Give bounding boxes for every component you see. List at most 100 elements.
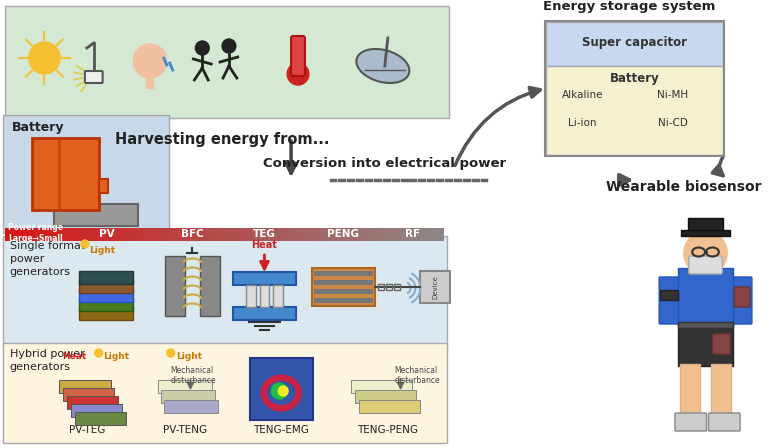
Bar (274, 228, 275, 241)
Text: Device: Device (432, 275, 438, 299)
FancyBboxPatch shape (55, 204, 138, 226)
Bar (61, 228, 62, 241)
Bar (385, 228, 387, 241)
FancyBboxPatch shape (312, 268, 375, 306)
Bar (139, 228, 140, 241)
Bar (78, 228, 80, 241)
Bar (332, 228, 334, 241)
Bar (340, 228, 341, 241)
Bar (140, 228, 141, 241)
Bar (211, 228, 212, 241)
Bar (133, 228, 134, 241)
Bar (434, 228, 435, 241)
Bar (341, 228, 342, 241)
Bar (204, 228, 206, 241)
Text: Battery: Battery (12, 121, 64, 134)
Bar (80, 228, 81, 241)
Bar (357, 228, 359, 241)
Bar (171, 228, 172, 241)
Bar (218, 228, 219, 241)
Bar (11, 228, 12, 241)
Bar (165, 228, 166, 241)
Bar (76, 228, 77, 241)
Bar (384, 228, 385, 241)
Bar (81, 228, 83, 241)
Bar (137, 228, 139, 241)
FancyBboxPatch shape (79, 298, 133, 311)
Bar (86, 228, 87, 241)
FancyBboxPatch shape (351, 380, 413, 393)
Bar (207, 228, 209, 241)
Bar (369, 228, 370, 241)
Bar (265, 228, 266, 241)
Bar (317, 228, 319, 241)
FancyBboxPatch shape (165, 256, 185, 316)
Bar (397, 228, 399, 241)
Bar (66, 228, 68, 241)
Bar (34, 228, 36, 241)
Bar (409, 228, 410, 241)
Bar (119, 228, 121, 241)
Bar (144, 228, 146, 241)
Bar (261, 228, 262, 241)
Bar (275, 228, 277, 241)
Bar (285, 228, 287, 241)
Circle shape (195, 41, 209, 55)
Bar (225, 228, 227, 241)
Bar (177, 228, 178, 241)
Text: Light: Light (104, 352, 129, 361)
Bar (9, 228, 11, 241)
Circle shape (278, 386, 288, 396)
Bar (352, 228, 353, 241)
Bar (372, 228, 374, 241)
Bar (402, 228, 403, 241)
Bar (176, 228, 177, 241)
FancyBboxPatch shape (79, 307, 133, 320)
Bar (262, 228, 264, 241)
Bar (209, 228, 211, 241)
Bar (309, 228, 310, 241)
Bar (438, 228, 440, 241)
Bar (227, 228, 229, 241)
Bar (103, 228, 105, 241)
Text: Harvesting energy from...: Harvesting energy from... (115, 132, 329, 147)
Bar (55, 228, 56, 241)
Bar (33, 228, 34, 241)
FancyBboxPatch shape (3, 236, 447, 348)
Bar (232, 228, 234, 241)
Bar (98, 228, 99, 241)
Bar (129, 228, 131, 241)
Bar (335, 228, 337, 241)
Bar (16, 228, 18, 241)
Bar (342, 228, 344, 241)
Bar (20, 228, 21, 241)
FancyBboxPatch shape (688, 218, 723, 230)
Bar (52, 228, 53, 241)
FancyBboxPatch shape (99, 179, 108, 193)
Bar (278, 228, 279, 241)
Circle shape (81, 240, 89, 248)
Bar (244, 228, 246, 241)
Bar (39, 228, 41, 241)
FancyBboxPatch shape (359, 400, 420, 413)
Bar (337, 228, 339, 241)
Bar (306, 228, 307, 241)
FancyBboxPatch shape (681, 230, 730, 236)
Circle shape (133, 44, 167, 78)
Text: Single format
power
generators: Single format power generators (10, 241, 85, 277)
Bar (71, 228, 73, 241)
Bar (329, 228, 331, 241)
Bar (5, 228, 6, 241)
Text: PV-TEG: PV-TEG (69, 425, 105, 435)
FancyBboxPatch shape (708, 413, 740, 431)
Bar (321, 228, 322, 241)
Bar (290, 228, 291, 241)
Bar (419, 228, 420, 241)
Circle shape (29, 42, 60, 74)
Bar (151, 228, 152, 241)
FancyBboxPatch shape (233, 272, 296, 285)
FancyBboxPatch shape (161, 390, 215, 403)
Bar (272, 228, 274, 241)
Bar (141, 228, 143, 241)
Bar (112, 228, 114, 241)
